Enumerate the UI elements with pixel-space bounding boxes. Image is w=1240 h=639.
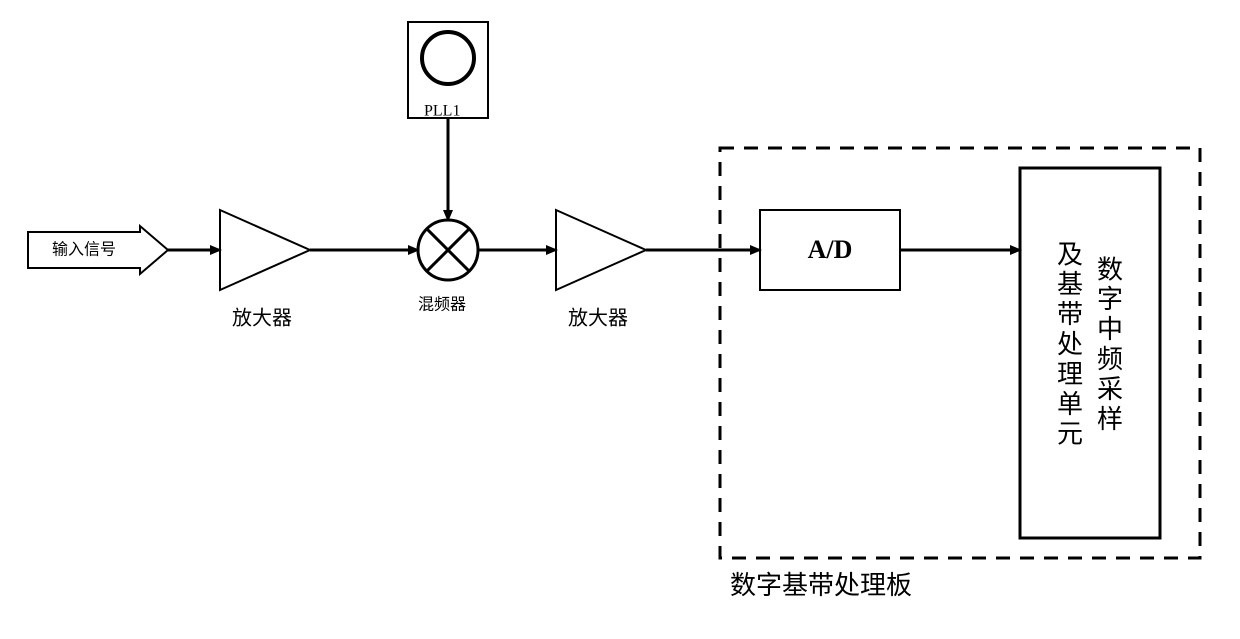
amplifier-2-label: 放大器 (568, 307, 628, 330)
processing-unit-label-1: 数字中频采样 (1097, 255, 1123, 434)
processing-unit-label-2: 及基带处理单元 (1057, 240, 1083, 448)
baseband-board-label: 数字基带处理板 (730, 571, 912, 600)
pll-label: PLL1 (424, 103, 460, 120)
processing-unit-block (1020, 168, 1160, 538)
mixer-label: 混频器 (418, 296, 466, 314)
ad-label: A/D (808, 235, 853, 264)
input-signal-label: 输入信号 (52, 241, 116, 259)
amplifier-1-label: 放大器 (232, 307, 292, 330)
